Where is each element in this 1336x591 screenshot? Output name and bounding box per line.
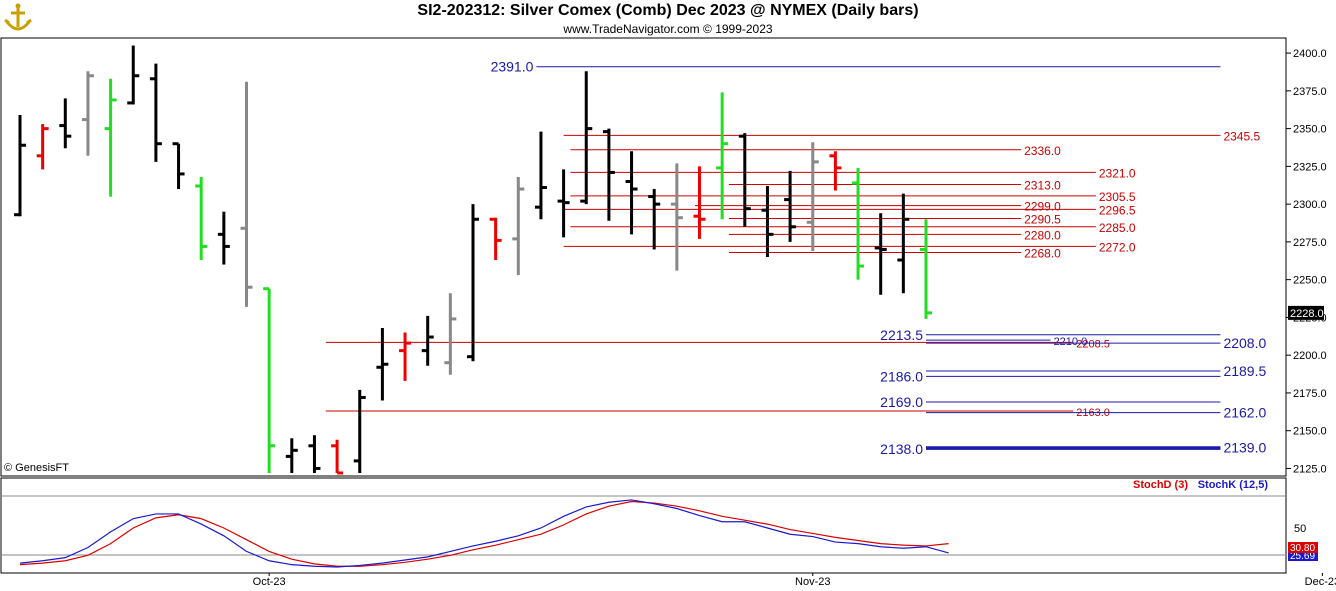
level-label: 2189.5	[1223, 363, 1266, 379]
level-label: 2280.0	[1024, 228, 1061, 242]
stoch-tick-label: 50	[1294, 523, 1306, 535]
y-tick-label: 2275.0	[1293, 237, 1327, 249]
data-credit: © GenesisFT	[4, 462, 69, 474]
y-tick-label: 2175.0	[1293, 388, 1327, 400]
level-label: 2313.0	[1024, 179, 1061, 193]
level-label: 2162.0	[1223, 405, 1266, 421]
level-label: 2272.0	[1099, 240, 1136, 254]
price-panel-frame	[0, 37, 1287, 477]
level-label: 2213.5	[880, 327, 923, 343]
y-tick-label: 2350.0	[1293, 124, 1327, 136]
level-label: 2268.0	[1024, 246, 1061, 260]
level-label: 2299.0	[1024, 200, 1061, 214]
level-label: 2296.5	[1099, 203, 1136, 217]
stoch-d-tag	[1288, 542, 1318, 553]
stochastic-panel-frame	[0, 477, 1287, 574]
x-tick-label: Oct-23	[253, 576, 286, 588]
stoch-k-value: 25.69	[1290, 551, 1315, 562]
y-tick-label: 2325.0	[1293, 161, 1327, 173]
level-label: 2285.0	[1099, 221, 1136, 235]
y-tick-label: 2300.0	[1293, 199, 1327, 211]
level-label: 2321.0	[1099, 166, 1136, 180]
stoch-d-legend: StochD (3)	[1133, 479, 1188, 491]
y-tick-label: 2200.0	[1293, 350, 1327, 362]
last-price-label: 2228.0	[1290, 308, 1324, 320]
level-label: 2208.5	[1076, 338, 1110, 350]
chart-subtitle: www.TradeNavigator.com © 1999-2023	[563, 22, 773, 36]
level-label: 2391.0	[491, 59, 534, 75]
last-price-tag	[1288, 305, 1324, 320]
level-label: 2139.0	[1223, 439, 1266, 455]
level-label: 2336.0	[1024, 144, 1061, 158]
y-tick-label: 2125.0	[1293, 463, 1327, 475]
y-tick-label: 2400.0	[1293, 48, 1327, 60]
stoch-d-line	[19, 500, 949, 567]
level-label: 2290.5	[1024, 212, 1061, 226]
level-label: 2208.0	[1223, 335, 1266, 351]
y-tick-label: 2375.0	[1293, 86, 1327, 98]
x-tick-label: Dec-23	[1305, 576, 1336, 588]
y-tick-label: 2150.0	[1293, 426, 1327, 438]
level-label: 2186.0	[880, 368, 923, 384]
x-tick-label: Nov-23	[795, 576, 830, 588]
chart-title: SI2-202312: Silver Comex (Comb) Dec 2023…	[417, 2, 919, 19]
stoch-k-tag	[1288, 550, 1318, 561]
stoch-d-value: 30.80	[1290, 543, 1315, 554]
stoch-k-line	[19, 499, 949, 568]
level-label: 2138.0	[880, 441, 923, 457]
y-tick-label: 2250.0	[1293, 275, 1327, 287]
stoch-k-legend: StochK (12,5)	[1198, 479, 1269, 491]
level-label: 2169.0	[880, 394, 923, 410]
level-label: 2345.5	[1223, 129, 1260, 143]
anchor-logo-icon	[4, 3, 32, 31]
level-label: 2305.5	[1099, 190, 1136, 204]
